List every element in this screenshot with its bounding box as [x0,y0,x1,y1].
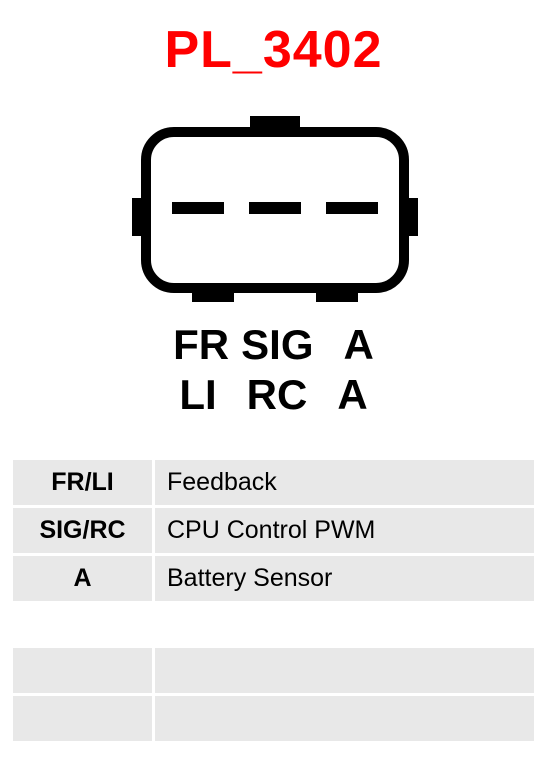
legend-desc-empty [155,696,534,741]
legend-table-empty [13,648,534,744]
legend-key-empty [13,648,152,693]
table-row: SIG/RC CPU Control PWM [13,508,534,553]
pin-label: A [337,371,367,418]
legend-key: A [13,556,152,601]
legend-desc: CPU Control PWM [155,508,534,553]
pin-label: LI [179,371,216,418]
pin-label: RC [247,371,308,418]
table-row: A Battery Sensor [13,556,534,601]
connector-diagram [130,110,420,310]
pin-label: A [344,321,374,368]
table-row: FR/LI Feedback [13,460,534,505]
legend-table: FR/LI Feedback SIG/RC CPU Control PWM A … [13,460,534,604]
part-number-title: PL_3402 [0,20,547,80]
pin-labels-row-1: FR SIG A [0,320,547,370]
pin-labels-row-2: LI RC A [0,370,547,420]
pin-label: FR [173,321,229,368]
table-row [13,648,534,693]
legend-key-empty [13,696,152,741]
table-row [13,696,534,741]
pin-label: SIG [241,321,313,368]
legend-desc: Battery Sensor [155,556,534,601]
pin-labels: FR SIG A LI RC A [0,320,547,421]
legend-desc: Feedback [155,460,534,505]
legend-key: SIG/RC [13,508,152,553]
legend-desc-empty [155,648,534,693]
legend-key: FR/LI [13,460,152,505]
connector-svg [130,110,420,310]
